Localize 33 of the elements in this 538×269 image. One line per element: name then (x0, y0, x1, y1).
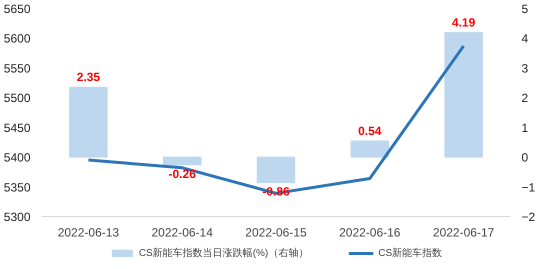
y-tick-label: 5450 (4, 120, 31, 135)
y2-tick-label: 4 (522, 32, 528, 46)
data-label: 2.35 (76, 70, 100, 84)
x-tick-label: 2022-06-14 (152, 226, 214, 240)
x-tick-label: 2022-06-15 (245, 226, 308, 240)
data-label: 4.19 (452, 16, 476, 30)
bar (444, 32, 483, 158)
y-tick-label: 5650 (4, 2, 31, 16)
y2-tick-label: 5 (522, 2, 528, 16)
legend-label: CS新能车指数 (378, 246, 442, 260)
bar (256, 156, 296, 184)
y2-tick-label: 2 (522, 91, 528, 106)
legend-label: CS新能车指数当日涨跌幅(%)（右轴） (138, 246, 308, 260)
y-tick-label: 5600 (4, 32, 31, 46)
bar (350, 140, 390, 158)
x-tick-label: 2022-06-17 (432, 226, 495, 240)
y2-tick-label: −2 (522, 210, 536, 224)
bar (162, 156, 202, 166)
y-tick-label: 5350 (4, 180, 31, 194)
x-tick-label: 2022-06-16 (339, 226, 401, 240)
bar (69, 86, 108, 158)
data-label: 0.54 (358, 124, 382, 138)
y2-tick-label: 1 (522, 120, 528, 135)
y-tick-label: 5500 (4, 91, 31, 106)
y-tick-label: 5300 (4, 210, 31, 224)
y-tick-label: 5400 (4, 150, 31, 165)
data-label: -0.86 (262, 184, 290, 199)
y-tick-label: 5550 (4, 61, 31, 76)
y2-tick-label: −1 (522, 180, 536, 194)
x-tick-label: 2022-06-13 (58, 226, 120, 240)
data-label: -0.26 (168, 166, 196, 181)
y2-tick-label: 3 (522, 61, 528, 76)
y2-tick-label: 0 (522, 150, 528, 165)
